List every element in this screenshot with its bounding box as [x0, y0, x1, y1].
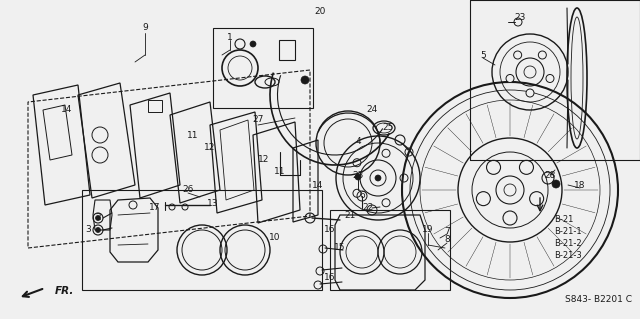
- Text: 27: 27: [252, 115, 264, 124]
- Bar: [213, 28, 313, 108]
- Text: 21: 21: [344, 211, 356, 219]
- Text: B-21-3: B-21-3: [554, 251, 582, 261]
- Text: 8: 8: [444, 235, 450, 244]
- Circle shape: [375, 175, 381, 181]
- Circle shape: [526, 89, 534, 97]
- Text: 3: 3: [85, 226, 91, 234]
- Circle shape: [95, 227, 100, 233]
- Circle shape: [503, 211, 517, 225]
- Text: 19: 19: [422, 226, 434, 234]
- Text: 9: 9: [142, 24, 148, 33]
- Bar: [148, 100, 162, 112]
- Circle shape: [506, 75, 514, 83]
- Text: 13: 13: [207, 199, 219, 209]
- Text: 10: 10: [269, 233, 281, 241]
- Circle shape: [514, 51, 522, 59]
- Text: FR.: FR.: [55, 286, 74, 296]
- Text: 2: 2: [95, 213, 101, 222]
- Text: 16: 16: [324, 226, 336, 234]
- Text: 1: 1: [227, 33, 233, 41]
- Text: 17: 17: [149, 203, 161, 211]
- Bar: [82, 190, 322, 290]
- Text: 16: 16: [324, 273, 336, 283]
- Text: 4: 4: [355, 137, 361, 146]
- Circle shape: [530, 192, 543, 206]
- Bar: [330, 210, 450, 290]
- Circle shape: [95, 216, 100, 220]
- Text: 18: 18: [574, 181, 586, 189]
- Text: S843- B2201 C: S843- B2201 C: [565, 295, 632, 305]
- Circle shape: [486, 160, 500, 174]
- Text: 6: 6: [359, 191, 365, 201]
- Circle shape: [552, 180, 560, 188]
- Circle shape: [355, 174, 361, 180]
- Circle shape: [538, 51, 547, 59]
- Bar: [279, 40, 295, 60]
- Text: 20: 20: [314, 8, 326, 17]
- Text: B-21: B-21: [554, 216, 573, 225]
- Circle shape: [301, 76, 309, 84]
- Text: 23: 23: [352, 170, 364, 180]
- Text: 23: 23: [515, 13, 525, 23]
- Circle shape: [250, 41, 256, 47]
- Text: 26: 26: [182, 186, 194, 195]
- Text: 11: 11: [275, 167, 285, 176]
- Text: 14: 14: [61, 106, 73, 115]
- Text: 11: 11: [188, 130, 199, 139]
- Text: 12: 12: [204, 144, 216, 152]
- Circle shape: [476, 192, 490, 206]
- Text: 14: 14: [312, 181, 324, 189]
- Text: 15: 15: [334, 243, 346, 253]
- Text: 28: 28: [544, 170, 556, 180]
- Text: 24: 24: [366, 106, 378, 115]
- Circle shape: [546, 75, 554, 83]
- Text: 22: 22: [362, 203, 374, 211]
- Circle shape: [520, 160, 534, 174]
- Text: B-21-1: B-21-1: [554, 227, 582, 236]
- Text: 12: 12: [259, 155, 269, 165]
- Text: B-21-2: B-21-2: [554, 240, 582, 249]
- Text: 25: 25: [382, 123, 394, 132]
- Text: 7: 7: [444, 226, 450, 235]
- Text: 5: 5: [480, 50, 486, 60]
